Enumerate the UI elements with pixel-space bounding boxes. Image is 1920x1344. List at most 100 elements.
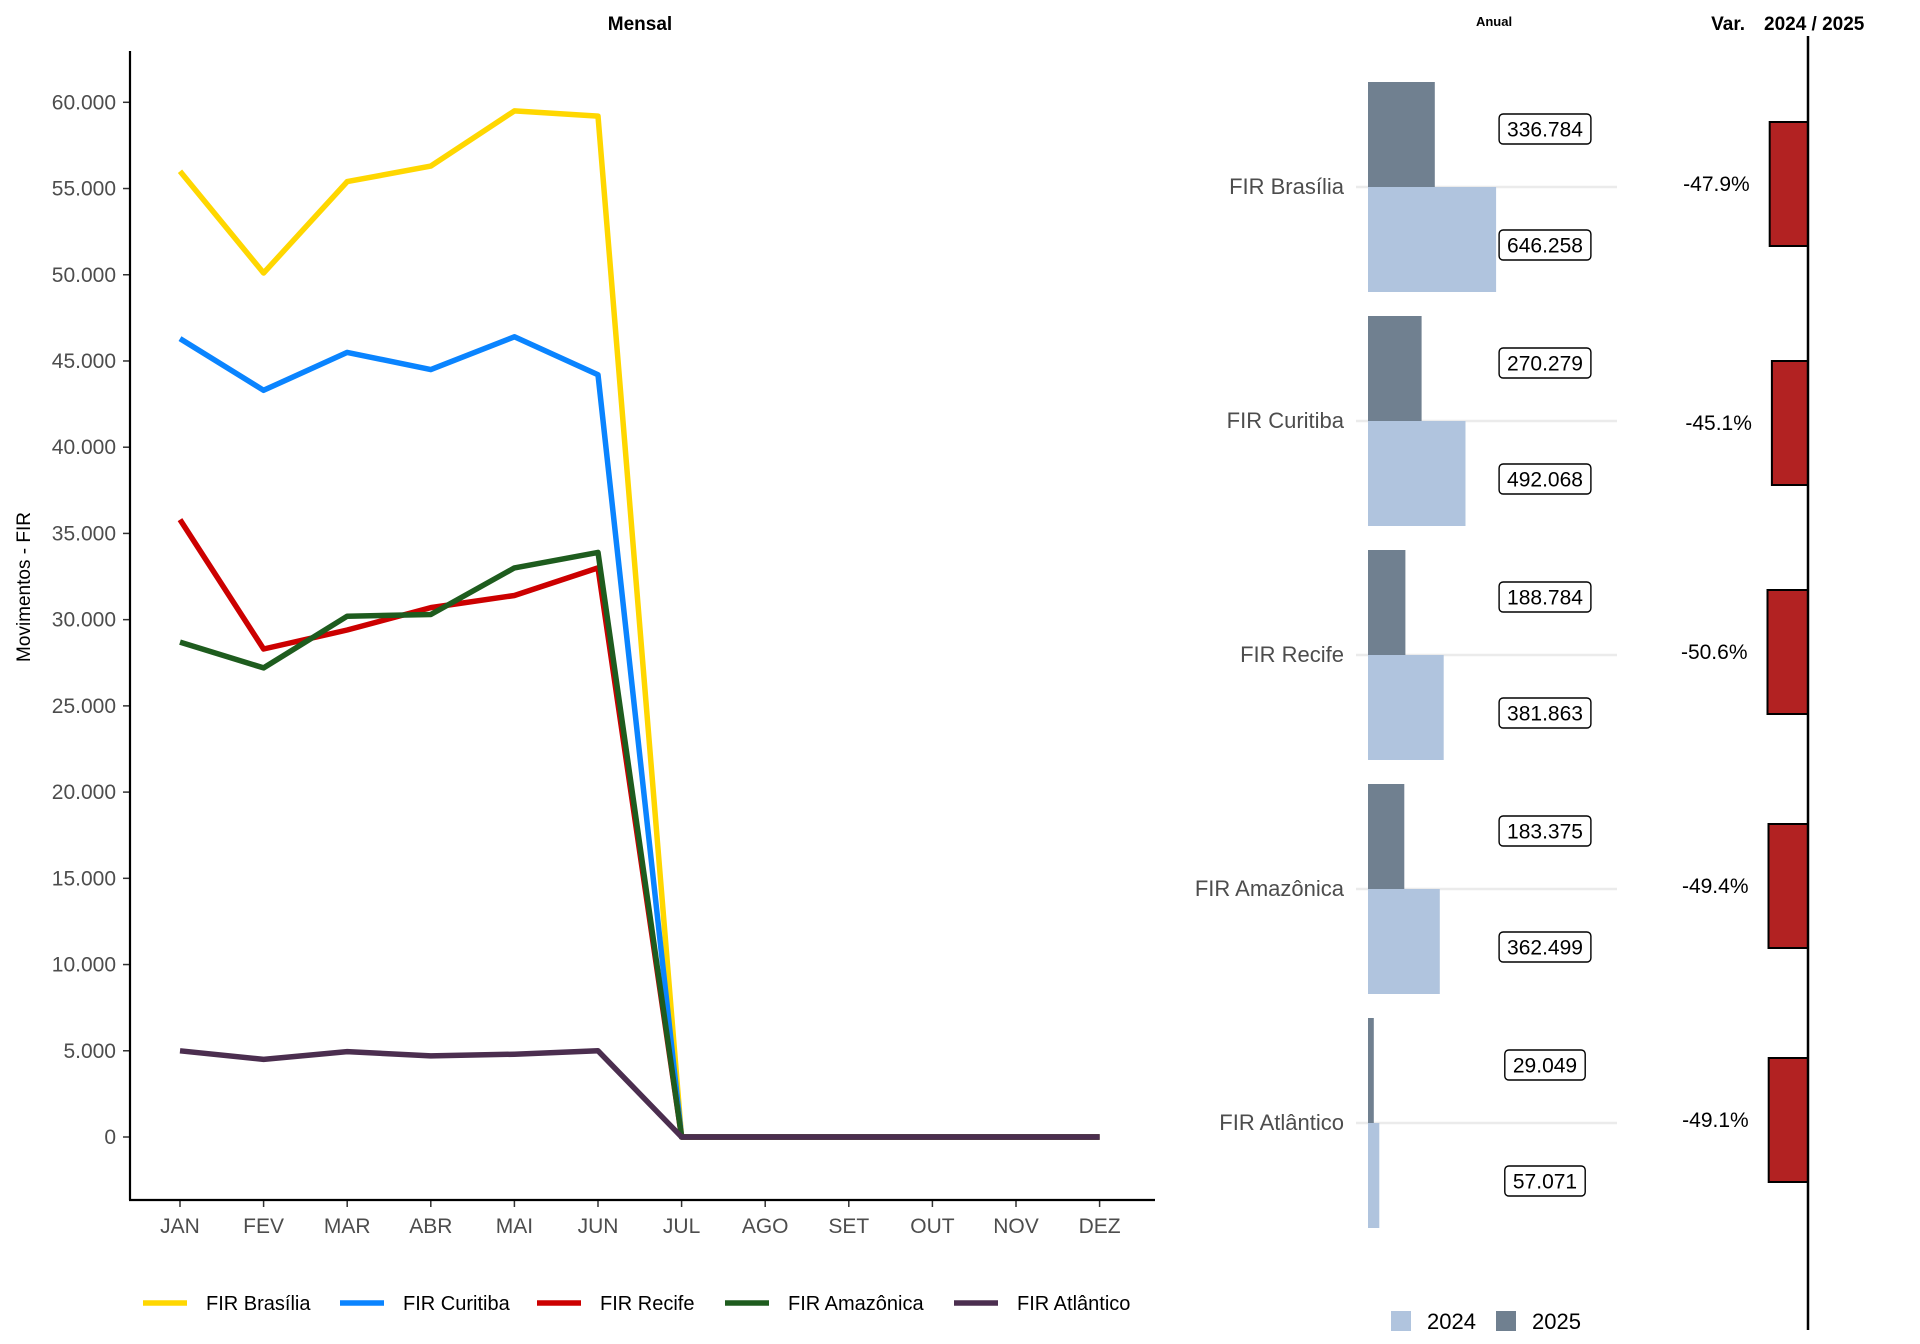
value-label-2025-fir-amazonica: 183.375	[1507, 821, 1583, 844]
monthly-x-ticks: JAN FEV MAR ABR MAI JUN JUL AGO SET OUT NOV DEZ	[160, 1200, 1121, 1238]
variation-label-fir-atlantico: -49.1%	[1682, 1109, 1749, 1132]
value-label-box-2024-fir-brasilia	[1498, 229, 1592, 261]
x-tick-label-mai: MAI	[496, 1215, 533, 1238]
annual-bars	[1368, 82, 1497, 1228]
value-label-box-2025-fir-atlantico	[1504, 1049, 1586, 1081]
bar-2024-fir-brasilia	[1368, 187, 1497, 292]
x-tick-label-nov: NOV	[993, 1215, 1039, 1238]
value-label-2024-fir-recife: 381.863	[1507, 703, 1583, 726]
variation-bar-fir-brasilia	[1768, 121, 1809, 247]
variation-value-labels: -47.9% -45.1% -50.6% -49.4% -49.1%	[1681, 173, 1752, 1132]
x-tick-label-jul: JUL	[663, 1215, 700, 1238]
category-label-fir-atlantico: FIR Atlântico	[1219, 1110, 1344, 1135]
y-tick-label: 60.000	[52, 91, 116, 114]
x-tick-label-set: SET	[828, 1215, 869, 1238]
legend-label-2025: 2025	[1532, 1309, 1581, 1334]
y-tick-label: 35.000	[52, 522, 116, 545]
legend-label-fir-brasilia: FIR Brasília	[206, 1293, 311, 1315]
y-tick-label: 55.000	[52, 178, 116, 201]
y-tick-label: 50.000	[52, 264, 116, 287]
y-tick-label: 20.000	[52, 781, 116, 804]
bar-2024-fir-atlantico	[1368, 1123, 1380, 1228]
x-tick-label-dez: DEZ	[1079, 1215, 1121, 1238]
x-tick-label-mar: MAR	[324, 1215, 371, 1238]
monthly-legend: FIR Brasília FIR Curitiba FIR Recife FIR Am…	[143, 1293, 1130, 1315]
value-label-box-2024-fir-curitiba	[1498, 463, 1592, 495]
variation-bar-fir-curitiba	[1770, 360, 1810, 486]
variation-label-fir-brasilia: -47.9%	[1683, 173, 1750, 196]
annual-value-labels: 336.784 646.258 270.279 492.068 188.784 381.8…	[1498, 113, 1592, 1197]
category-label-fir-amazonica: FIR Amazônica	[1195, 876, 1345, 901]
monthly-chart-title: Mensal	[608, 14, 672, 35]
y-tick-label: 40.000	[52, 436, 116, 459]
monthly-series-lines	[177, 108, 1100, 1140]
variation-bar-fir-atlantico	[1767, 1057, 1809, 1183]
bar-2025-fir-recife	[1368, 550, 1406, 655]
variation-title-years: 2024 / 2025	[1764, 14, 1865, 35]
x-tick-label-jan: JAN	[160, 1215, 200, 1238]
category-label-fir-curitiba: FIR Curitiba	[1227, 408, 1345, 433]
variation-label-fir-recife: -50.6%	[1681, 641, 1748, 664]
x-tick-label-jun: JUN	[578, 1215, 619, 1238]
x-tick-label-abr: ABR	[409, 1215, 452, 1238]
bar-2025-fir-amazonica	[1368, 784, 1405, 889]
annual-bar-chart: Anual FIR Brasília FIR Curitiba FIR Recife…	[1195, 14, 1617, 1334]
value-label-box-2025-fir-curitiba	[1498, 347, 1592, 379]
category-label-fir-brasilia: FIR Brasília	[1229, 174, 1345, 199]
y-tick-label: 30.000	[52, 609, 116, 632]
y-tick-label: 25.000	[52, 695, 116, 718]
value-label-2025-fir-brasilia: 336.784	[1507, 119, 1583, 142]
variation-label-fir-curitiba: -45.1%	[1685, 412, 1752, 435]
bar-2025-fir-atlantico	[1368, 1018, 1374, 1123]
value-label-2024-fir-brasilia: 646.258	[1507, 235, 1583, 258]
monthly-y-ticks: 0 5.000 10.000 15.000 20.000 25.000 30.000 35.0…	[52, 91, 130, 1149]
value-label-box-2025-fir-brasilia	[1498, 113, 1592, 145]
annual-chart-title: Anual	[1476, 14, 1512, 29]
y-tick-label: 45.000	[52, 350, 116, 373]
value-label-box-2025-fir-recife	[1498, 581, 1592, 613]
x-tick-label-ago: AGO	[742, 1215, 789, 1238]
legend-swatch-2025	[1496, 1311, 1516, 1331]
variation-label-fir-amazonica: -49.4%	[1682, 875, 1749, 898]
x-tick-label-fev: FEV	[243, 1215, 284, 1238]
bar-2025-fir-curitiba	[1368, 316, 1422, 421]
monthly-y-axis-label: Movimentos - FIR	[14, 512, 35, 662]
variation-bar-fir-amazonica	[1767, 823, 1809, 949]
value-label-2024-fir-curitiba: 492.068	[1507, 469, 1583, 492]
variation-bars	[1766, 121, 1810, 1183]
value-label-2025-fir-curitiba: 270.279	[1507, 353, 1583, 376]
variation-title-prefix: Var.	[1711, 14, 1745, 35]
legend-label-2024: 2024	[1427, 1309, 1476, 1334]
value-label-box-2024-fir-amazonica	[1498, 931, 1592, 963]
legend-label-fir-curitiba: FIR Curitiba	[403, 1293, 511, 1315]
bar-2024-fir-recife	[1368, 655, 1444, 760]
bar-2024-fir-curitiba	[1368, 421, 1466, 526]
series-line-fir-atlantico	[179, 1048, 1100, 1140]
value-label-box-2024-fir-recife	[1498, 697, 1592, 729]
bar-2025-fir-brasilia	[1368, 82, 1435, 187]
y-tick-label: 15.000	[52, 867, 116, 890]
value-label-2024-fir-amazonica: 362.499	[1507, 937, 1583, 960]
annual-legend: 2024 2025	[1391, 1309, 1581, 1334]
category-label-fir-recife: FIR Recife	[1240, 642, 1344, 667]
variation-bar-chart: Var. 2024 / 2025 -47.9% -45.1% -50.6% -49.4…	[1681, 14, 1865, 1330]
y-tick-label: 0	[104, 1126, 116, 1149]
value-label-2025-fir-atlantico: 29.049	[1513, 1055, 1577, 1078]
annual-category-labels: FIR Brasília FIR Curitiba FIR Recife FIR Am…	[1195, 174, 1345, 1135]
monthly-line-chart: Mensal Movimentos - FIR 0 5.000 10.000 15.0…	[14, 14, 1155, 1315]
value-label-2024-fir-atlantico: 57.071	[1513, 1171, 1577, 1194]
value-label-2025-fir-recife: 188.784	[1507, 587, 1583, 610]
variation-bar-fir-recife	[1766, 589, 1809, 715]
bar-2024-fir-amazonica	[1368, 889, 1440, 994]
legend-swatch-2024	[1391, 1311, 1411, 1331]
y-tick-label: 5.000	[63, 1040, 116, 1063]
value-label-box-2024-fir-atlantico	[1504, 1165, 1586, 1197]
x-tick-label-out: OUT	[910, 1215, 955, 1238]
y-tick-label: 10.000	[52, 954, 116, 977]
value-label-box-2025-fir-amazonica	[1498, 815, 1592, 847]
legend-label-fir-amazonica: FIR Amazônica	[788, 1293, 924, 1315]
legend-label-fir-atlantico: FIR Atlântico	[1017, 1293, 1130, 1315]
legend-label-fir-recife: FIR Recife	[600, 1293, 694, 1315]
